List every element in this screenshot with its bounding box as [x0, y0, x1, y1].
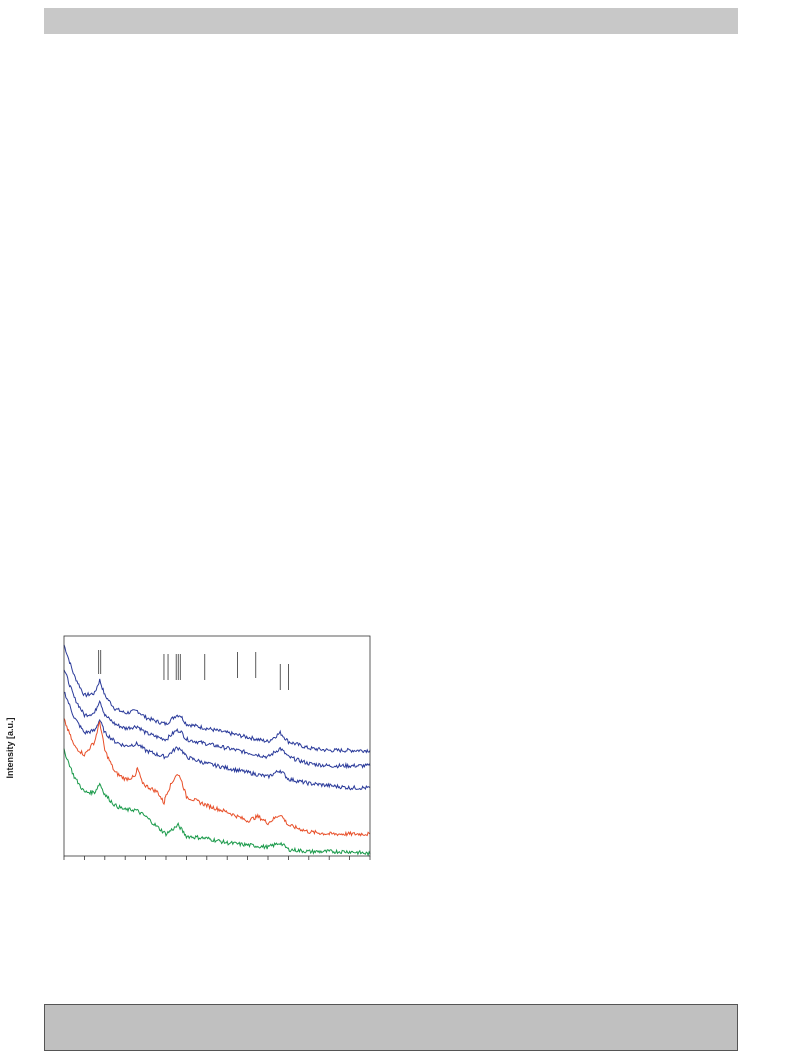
series-layer [63, 644, 371, 857]
series-line-3 [63, 691, 371, 791]
y-axis-label: Intensity [a.u.] [5, 717, 15, 779]
series-line-1 [63, 644, 371, 754]
x-axis-ticks [63, 856, 371, 860]
plot-frame [63, 635, 371, 857]
header-bar [44, 8, 738, 34]
reference-marks [98, 650, 289, 690]
series-line-2 [63, 669, 371, 770]
series-line-5 [63, 748, 371, 857]
xrd-chart [40, 632, 380, 872]
series-line-4 [63, 718, 371, 837]
chart-svg [63, 635, 371, 860]
footer-box [44, 1004, 738, 1051]
